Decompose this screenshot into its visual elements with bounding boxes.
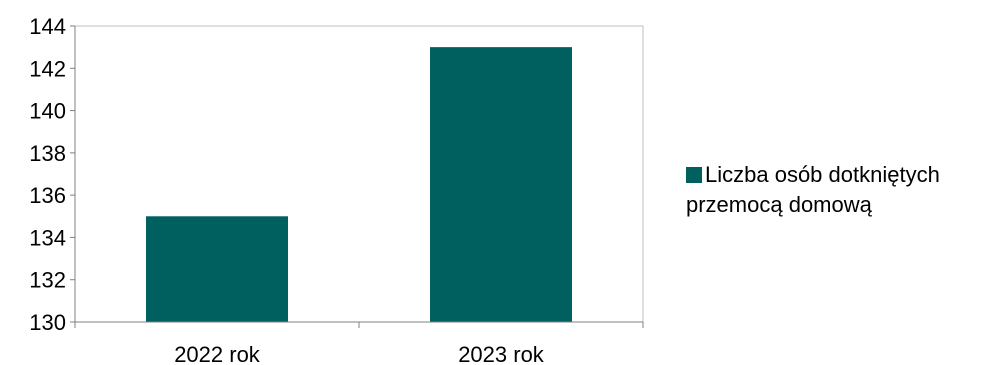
y-tick-label: 134: [29, 225, 66, 250]
y-tick-label: 140: [29, 99, 66, 124]
y-tick-label: 130: [29, 310, 66, 335]
legend: Liczba osób dotkniętych przemocą domową: [686, 160, 986, 220]
x-tick-label: 2022 rok: [174, 342, 261, 365]
y-tick-label: 144: [29, 14, 66, 39]
bar-1: [146, 216, 288, 322]
legend-label: Liczba osób dotkniętych przemocą domową: [686, 162, 940, 217]
y-tick-label: 136: [29, 183, 66, 208]
x-tick-label: 2023 rok: [458, 342, 545, 365]
bar-2: [430, 47, 572, 323]
y-tick-label: 138: [29, 141, 66, 166]
y-tick-label: 132: [29, 268, 66, 293]
y-tick-label: 142: [29, 56, 66, 81]
legend-swatch: [686, 167, 702, 183]
